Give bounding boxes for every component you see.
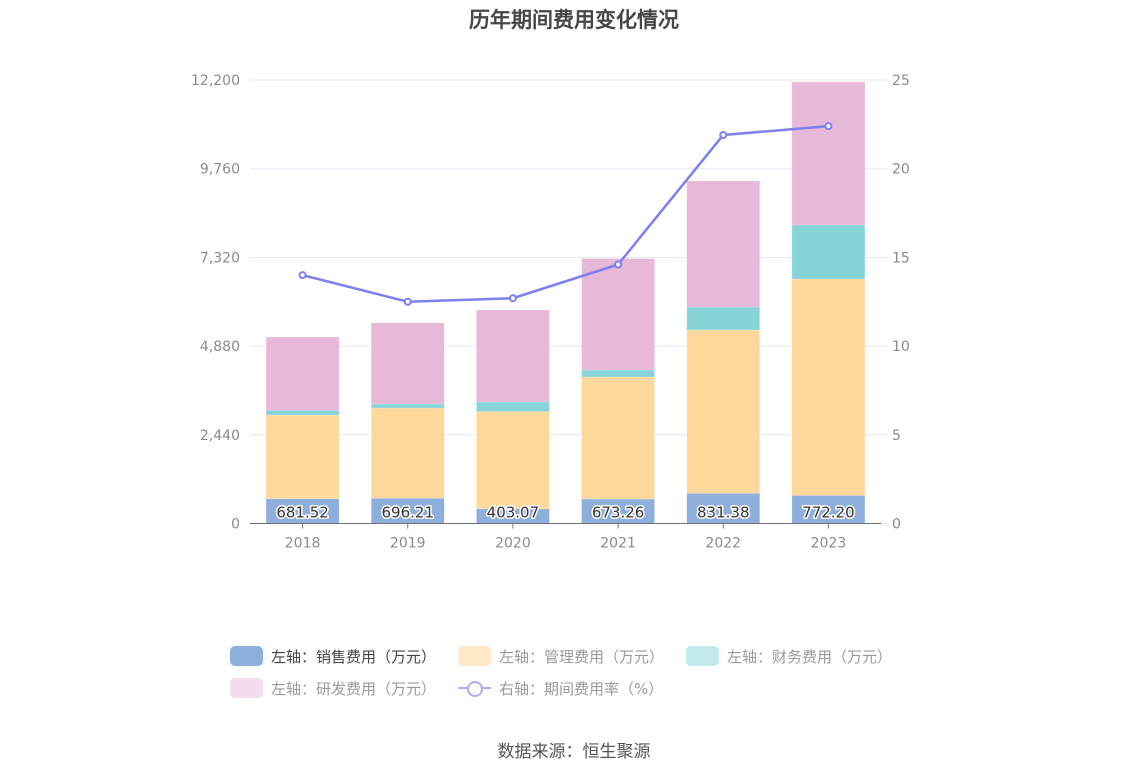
right-axis-tick-label: 25 bbox=[892, 73, 910, 89]
bar-segment-finance bbox=[581, 369, 655, 378]
rate-line-path bbox=[302, 124, 829, 304]
legend-label-rnd: 左轴：研发费用（万元） bbox=[271, 679, 437, 698]
legend-swatch-sales bbox=[230, 646, 263, 666]
rate-line bbox=[298, 122, 833, 306]
bar-segment-finance bbox=[371, 403, 445, 409]
legend-item-rate[interactable]: 右轴：期间费用率（%） bbox=[458, 678, 663, 699]
bar-segment-finance bbox=[791, 224, 866, 280]
axes: 0 2,440 4,880 7,320 9,760 12,200 0 5 10 15 20 25 201… bbox=[191, 73, 910, 552]
legend: 左轴：销售费用（万元） 左轴：管理费用（万元） 左轴：财务费用（万元） 左轴：研… bbox=[230, 640, 930, 704]
bar-segment-admin bbox=[581, 376, 655, 500]
bar-segment-sales bbox=[581, 498, 655, 524]
bar-segment-admin bbox=[371, 407, 445, 499]
bar-segment-admin bbox=[791, 278, 866, 496]
bar-data-label: 403.07 bbox=[487, 504, 540, 522]
right-axis-tick-label: 20 bbox=[892, 162, 910, 178]
legend-line-rate-icon bbox=[458, 678, 492, 698]
bar-segment-admin bbox=[686, 329, 760, 494]
bar-segment-rnd bbox=[476, 309, 550, 403]
rate-line-point bbox=[719, 130, 728, 139]
chart-canvas: 0 2,440 4,880 7,320 9,760 12,200 0 5 10 15 20 25 201… bbox=[191, 73, 910, 552]
legend-label-finance: 左轴：财务费用（万元） bbox=[727, 647, 893, 666]
legend-item-admin[interactable]: 左轴：管理费用（万元） bbox=[458, 646, 664, 667]
legend-swatch-finance bbox=[686, 646, 720, 666]
rate-line-point bbox=[614, 260, 623, 269]
grid-lines bbox=[250, 79, 881, 436]
right-axis-tick-label: 15 bbox=[892, 250, 910, 266]
right-axis-tick-label: 5 bbox=[892, 428, 901, 444]
left-axis-tick-label: 4,880 bbox=[200, 339, 240, 355]
legend-swatch-rnd bbox=[230, 678, 263, 698]
legend-item-finance[interactable]: 左轴：财务费用（万元） bbox=[686, 646, 892, 667]
right-axis-tick-label: 10 bbox=[892, 339, 910, 355]
legend-swatch-admin bbox=[458, 646, 492, 666]
bar-segment-rnd bbox=[686, 180, 760, 308]
bar-segment-sales bbox=[686, 493, 760, 524]
bar-segment-admin bbox=[476, 411, 550, 510]
bar-data-label: 831.38 bbox=[697, 504, 750, 522]
rate-line-point bbox=[298, 271, 307, 280]
legend-item-sales[interactable]: 左轴：销售费用（万元） bbox=[230, 646, 436, 667]
x-axis-tick-label: 2023 bbox=[811, 536, 847, 552]
bar-segment-rnd bbox=[265, 336, 340, 411]
left-axis-tick-label: 2,440 bbox=[200, 428, 240, 444]
bar-data-label: 696.21 bbox=[382, 504, 435, 522]
x-axis-tick-label: 2022 bbox=[705, 536, 741, 552]
x-axis-tick-label: 2018 bbox=[285, 536, 321, 552]
left-axis-tick-label: 0 bbox=[231, 517, 240, 533]
bar-segment-rnd bbox=[581, 258, 655, 371]
data-source: 数据来源：恒生聚源 bbox=[497, 742, 651, 762]
bar-segment-rnd bbox=[791, 81, 866, 226]
bar-data-label: 681.52 bbox=[276, 504, 329, 522]
rate-line-point bbox=[403, 297, 412, 306]
bar-labels: 681.52 696.21 403.07 673.26 831.38 772.20 bbox=[275, 502, 856, 523]
right-axis-tick-label: 0 bbox=[892, 517, 901, 533]
left-axis-tick-label: 12,200 bbox=[191, 73, 240, 89]
bar-segment-finance bbox=[476, 401, 550, 412]
bar-segment-finance bbox=[265, 410, 340, 416]
x-axis-tick-label: 2019 bbox=[390, 536, 426, 552]
left-axis-tick-label: 9,760 bbox=[200, 162, 240, 178]
rate-line-point bbox=[824, 122, 833, 131]
legend-item-rnd[interactable]: 左轴：研发费用（万元） bbox=[230, 678, 436, 699]
legend-label-admin: 左轴：管理费用（万元） bbox=[499, 647, 665, 666]
bar-data-label: 673.26 bbox=[592, 504, 645, 522]
bar-segment-rnd bbox=[371, 322, 445, 405]
legend-label-sales: 左轴：销售费用（万元） bbox=[271, 647, 437, 666]
bar-segment-sales bbox=[371, 497, 445, 524]
x-axis-tick-label: 2020 bbox=[495, 536, 531, 552]
bars bbox=[265, 81, 866, 524]
bar-segment-admin bbox=[265, 414, 340, 499]
x-axis-tick-label: 2021 bbox=[600, 536, 636, 552]
legend-label-rate: 右轴：期间费用率（%） bbox=[499, 679, 664, 698]
chart-title: 历年期间费用变化情况 bbox=[469, 8, 679, 32]
bar-segment-finance bbox=[686, 306, 760, 331]
bar-segment-sales bbox=[265, 498, 340, 524]
bar-data-label: 772.20 bbox=[802, 504, 855, 522]
left-axis-tick-label: 7,320 bbox=[200, 250, 240, 266]
rate-line-point bbox=[508, 294, 517, 303]
bar-segment-sales bbox=[791, 495, 866, 524]
